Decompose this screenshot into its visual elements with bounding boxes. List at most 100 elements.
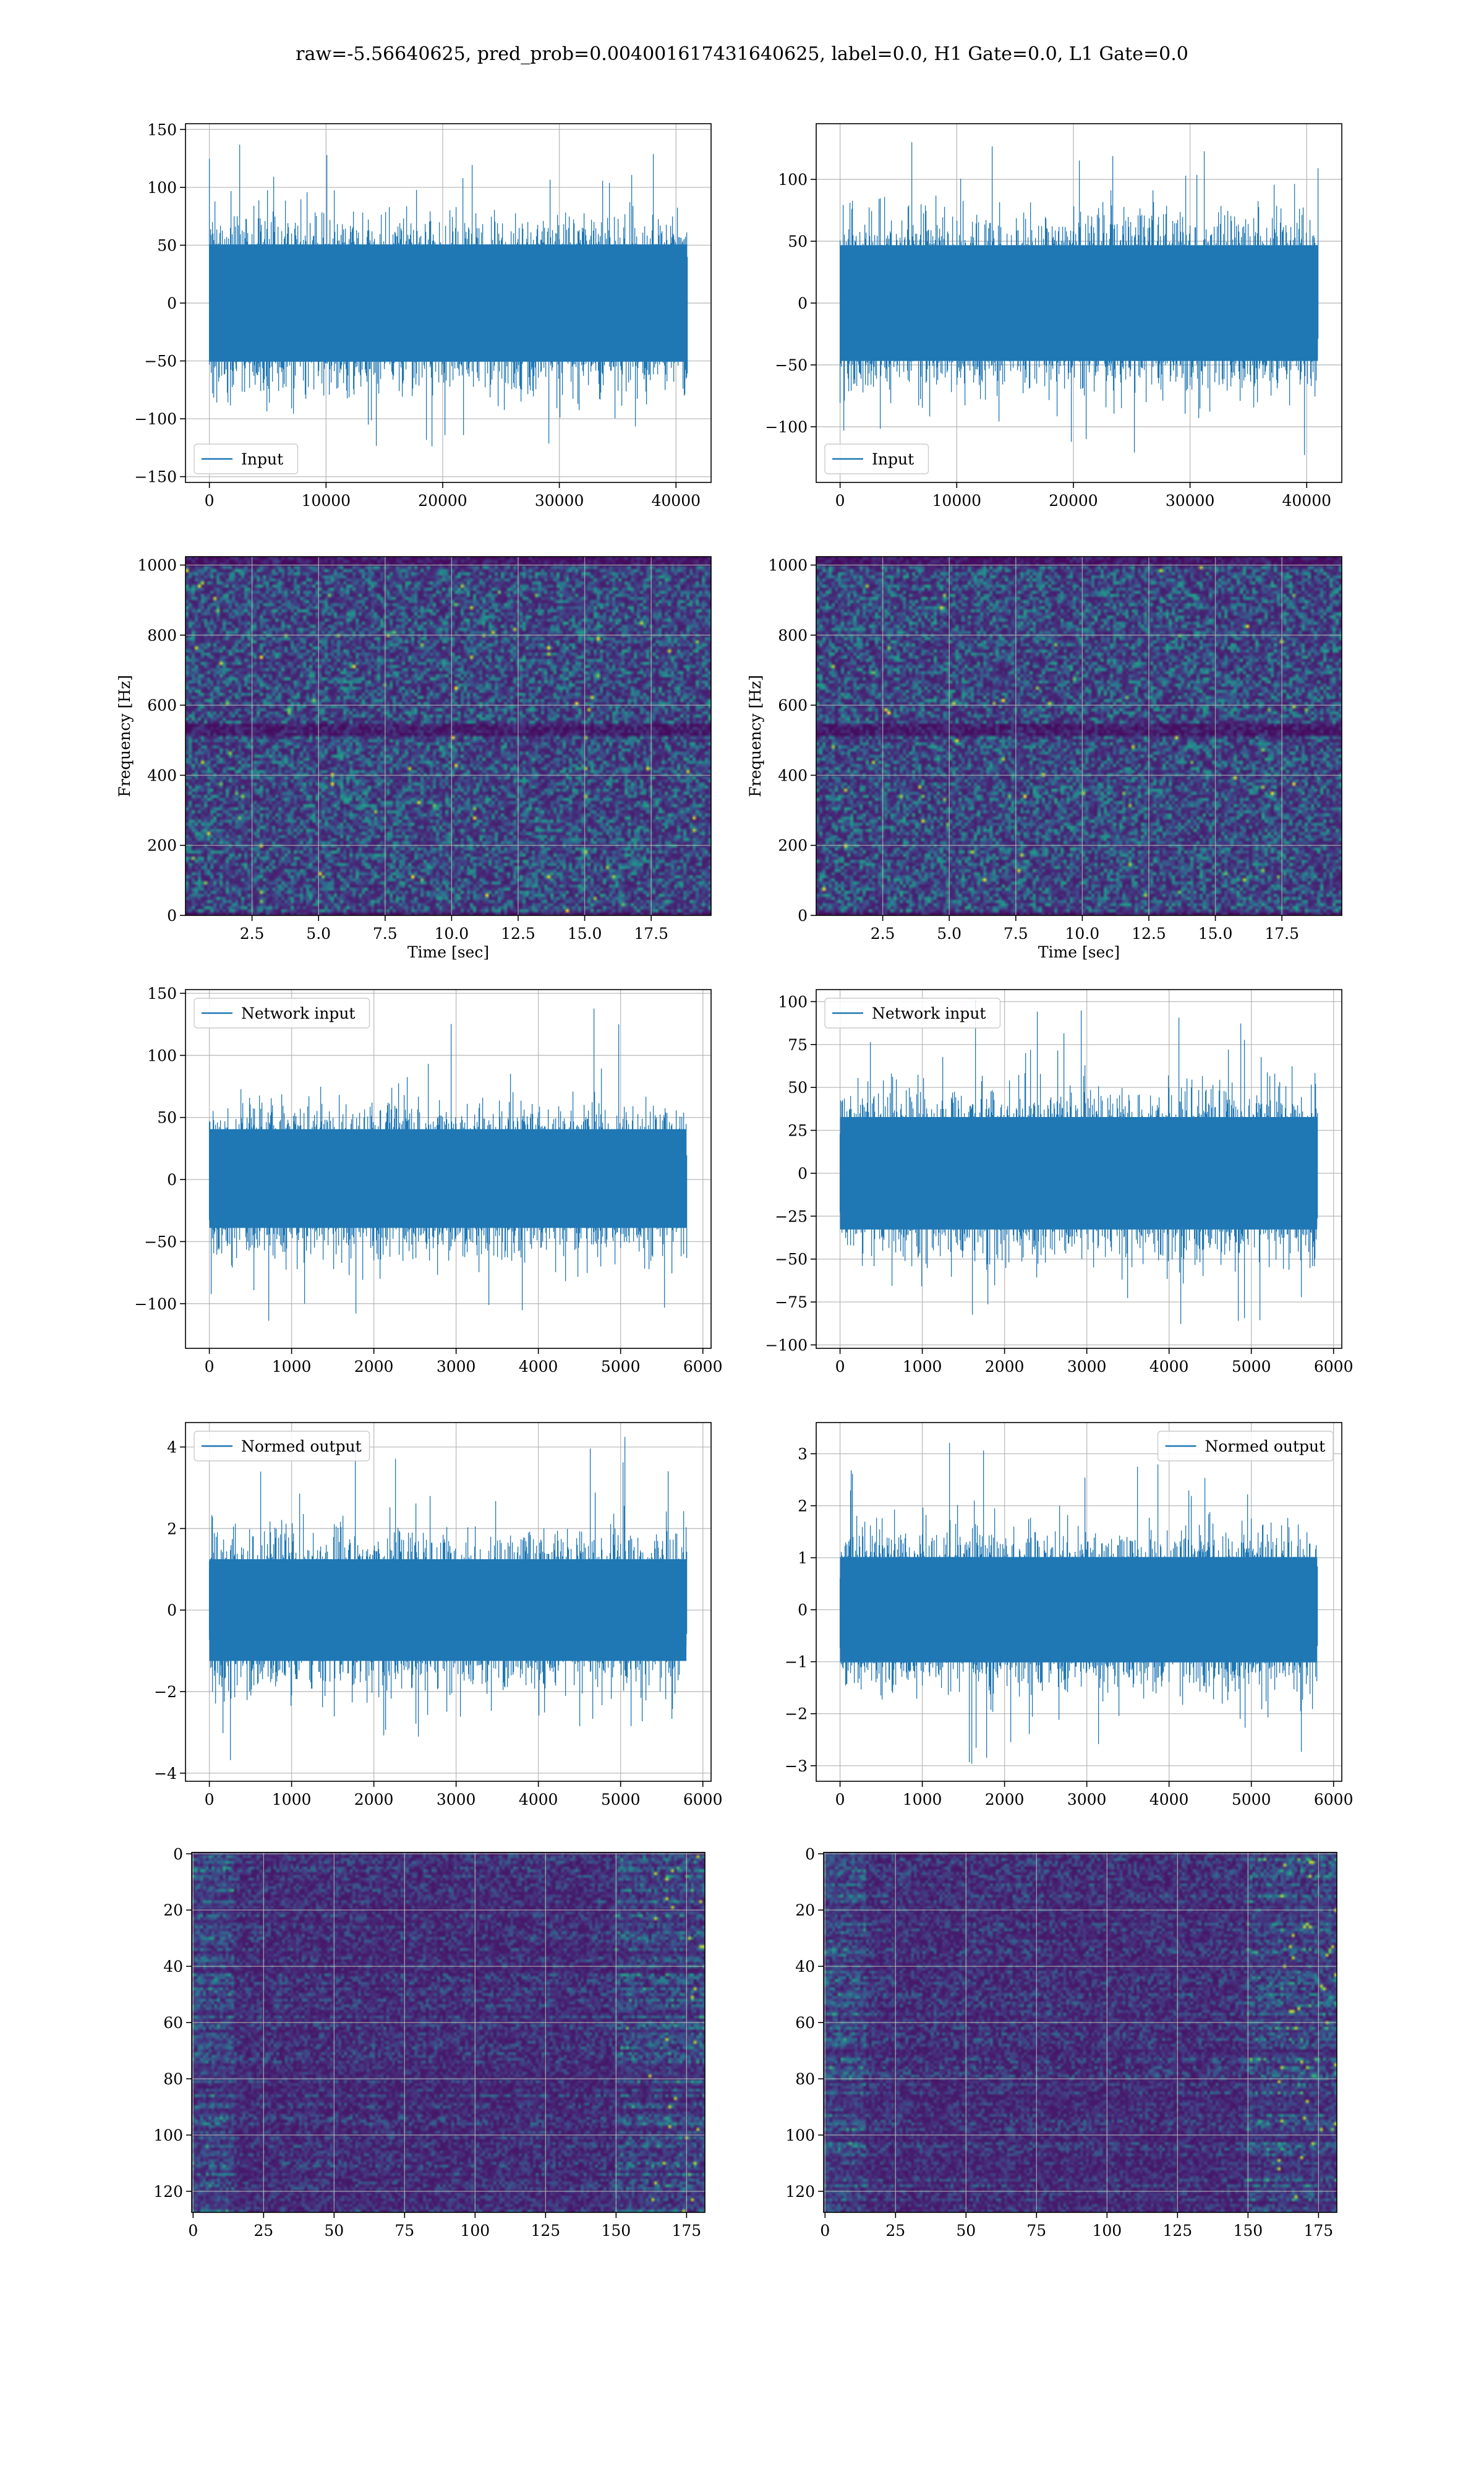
signal-band <box>209 244 688 362</box>
legend: Input <box>194 443 299 474</box>
y-tick-label: 20 <box>163 1901 183 1919</box>
y-tick-label: 25 <box>788 1122 808 1140</box>
y-tick-label: −50 <box>775 356 808 374</box>
x-tick-label: 6000 <box>1314 1358 1354 1376</box>
y-tick-label: 2 <box>167 1520 177 1538</box>
y-tick-label: 150 <box>147 985 177 1003</box>
x-tick-label: 100 <box>1092 2222 1122 2240</box>
x-tick-label: 125 <box>1162 2222 1192 2240</box>
legend-label: Input <box>872 450 914 468</box>
x-tick-label: 0 <box>205 1791 215 1808</box>
x-tick-label: 10.0 <box>435 925 469 943</box>
l1-feature-map-chart: 0 25 50 75 100 125 150 175 0 20 40 60 80 100 120 <box>785 1845 1337 2240</box>
y-tick-label: 0 <box>798 294 808 312</box>
x-tick-label: 0 <box>835 1791 845 1808</box>
x-tick-label: 50 <box>324 2222 344 2240</box>
x-tick-label: 7.5 <box>1004 925 1028 943</box>
axes-frame <box>816 123 1342 483</box>
heatmap-image <box>192 1852 705 2212</box>
y-tick-label: 600 <box>147 696 177 714</box>
y-tick-label: 80 <box>795 2070 815 2088</box>
y-tick-label: 0 <box>798 1165 808 1183</box>
y-tick-label: −100 <box>134 410 177 428</box>
signal-band <box>209 1129 687 1228</box>
y-tick-label: −100 <box>134 1295 177 1313</box>
x-tick-label: 3000 <box>1067 1791 1107 1808</box>
x-tick-label: 100 <box>460 2222 490 2240</box>
y-tick-label: 120 <box>153 2183 183 2201</box>
legend-box <box>824 443 929 474</box>
x-tick-label: 4000 <box>1149 1358 1189 1376</box>
x-tick-label: 20000 <box>1049 492 1098 510</box>
x-tick-label: 15.0 <box>568 925 602 943</box>
x-tick-label: 10000 <box>302 492 351 510</box>
y-tick-label: 50 <box>157 236 177 254</box>
x-tick-label: 0 <box>205 492 215 510</box>
x-tick-label: 10.0 <box>1065 925 1100 943</box>
x-tick-label: 5000 <box>601 1358 641 1376</box>
x-tick-label: 3000 <box>1067 1358 1107 1376</box>
heatmap-image <box>824 1852 1337 2212</box>
y-tick-label: −3 <box>785 1757 808 1775</box>
y-tick-label: 0 <box>805 1845 815 1863</box>
axes-frame <box>823 1852 1337 2213</box>
y-tick-label: 0 <box>173 1845 183 1863</box>
y-tick-label: 0 <box>167 294 177 312</box>
axes-frame <box>816 989 1342 1349</box>
y-tick-label: 0 <box>798 907 808 925</box>
x-tick-label: 0 <box>835 1358 845 1376</box>
y-tick-label: 40 <box>795 1958 815 1975</box>
y-tick-label: 3 <box>798 1445 808 1463</box>
y-tick-label: 400 <box>147 766 177 784</box>
x-tick-label: 5000 <box>601 1791 641 1808</box>
x-tick-label: 75 <box>1026 2222 1046 2240</box>
y-tick-label: 0 <box>798 1601 808 1619</box>
y-tick-label: −100 <box>765 418 808 436</box>
y-tick-label: 0 <box>167 907 177 925</box>
x-tick-label: 2.5 <box>240 925 265 943</box>
legend: Normed output <box>1157 1431 1334 1462</box>
x-tick-label: 5000 <box>1232 1358 1271 1376</box>
x-tick-label: 5.0 <box>306 925 331 943</box>
y-tick-label: −150 <box>134 468 177 486</box>
y-tick-label: 100 <box>153 2126 183 2144</box>
x-tick-label: 20000 <box>418 492 467 510</box>
x-tick-label: 2000 <box>985 1791 1025 1808</box>
y-tick-label: 100 <box>147 1047 177 1064</box>
y-tick-label: −2 <box>785 1705 808 1723</box>
signal-band <box>840 245 1318 361</box>
y-tick-label: 1 <box>798 1549 808 1567</box>
legend-label: Normed output <box>1205 1437 1326 1455</box>
x-tick-label: 6000 <box>683 1358 723 1376</box>
h1-normed-output-chart: 0 1000 2000 3000 4000 5000 6000 −4 −2 0 2 4 Normed o… <box>154 1422 723 1808</box>
x-tick-label: 3000 <box>437 1791 476 1808</box>
y-tick-label: 100 <box>778 171 808 189</box>
y-tick-label: −25 <box>775 1207 808 1225</box>
y-tick-label: −1 <box>785 1653 808 1671</box>
legend-label: Network input <box>872 1004 986 1022</box>
y-tick-label: 2 <box>798 1497 808 1515</box>
x-tick-label: 1000 <box>903 1358 942 1376</box>
axes-frame <box>191 1852 706 2213</box>
y-tick-label: 800 <box>778 627 808 644</box>
axes-frame <box>816 1422 1342 1782</box>
x-tick-label: 2000 <box>354 1791 394 1808</box>
figure-title: raw=-5.56640625, pred_prob=0.00400161743… <box>296 43 1188 65</box>
x-tick-label: 4000 <box>519 1358 558 1376</box>
y-tick-label: 600 <box>778 696 808 714</box>
h1-network-input-chart: 0 1000 2000 3000 4000 5000 6000 −100 −50 0 50 100 15… <box>134 985 722 1376</box>
x-tick-label: 175 <box>1303 2222 1333 2240</box>
l1-spectrogram-chart: 2.5 5.0 7.5 10.0 12.5 15.0 17.5 0 200 400 600 800 10… <box>746 556 1342 961</box>
x-tick-label: 2000 <box>354 1358 394 1376</box>
y-tick-label: −50 <box>144 1233 177 1251</box>
legend-label: Normed output <box>241 1437 362 1455</box>
x-tick-label: 1000 <box>272 1791 312 1808</box>
x-tick-label: 40000 <box>651 492 701 510</box>
x-tick-label: 10000 <box>932 492 982 510</box>
y-tick-label: 60 <box>795 2014 815 2032</box>
y-tick-label: 400 <box>778 766 808 784</box>
x-tick-label: 2.5 <box>871 925 895 943</box>
heatmap-image <box>816 557 1342 915</box>
x-tick-label: 30000 <box>1166 492 1215 510</box>
y-tick-label: 800 <box>147 627 177 644</box>
